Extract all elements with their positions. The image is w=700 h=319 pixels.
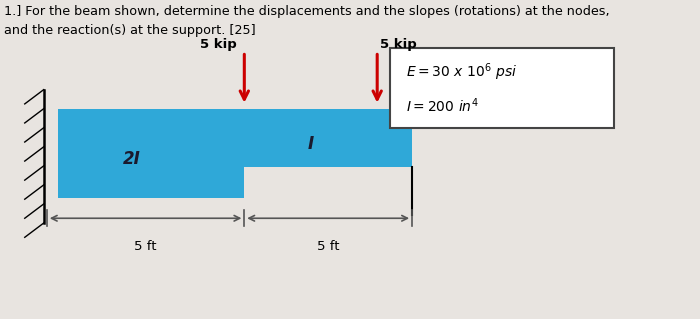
Bar: [390, 48, 615, 128]
Text: 5 ft: 5 ft: [134, 240, 157, 253]
Bar: [57, 109, 244, 197]
Text: I: I: [308, 135, 314, 152]
Text: 5 kip: 5 kip: [380, 38, 417, 51]
Text: $E = 30\ x\ 10^6\ psi$: $E = 30\ x\ 10^6\ psi$: [406, 61, 517, 83]
Text: 1.] For the beam shown, determine the displacements and the slopes (rotations) a: 1.] For the beam shown, determine the di…: [4, 5, 610, 37]
Text: 5 kip: 5 kip: [200, 38, 237, 51]
Text: $I = 200\ in^4$: $I = 200\ in^4$: [406, 96, 479, 115]
Text: 5 ft: 5 ft: [317, 240, 340, 253]
Text: 2I: 2I: [123, 150, 141, 168]
Bar: [244, 109, 412, 167]
